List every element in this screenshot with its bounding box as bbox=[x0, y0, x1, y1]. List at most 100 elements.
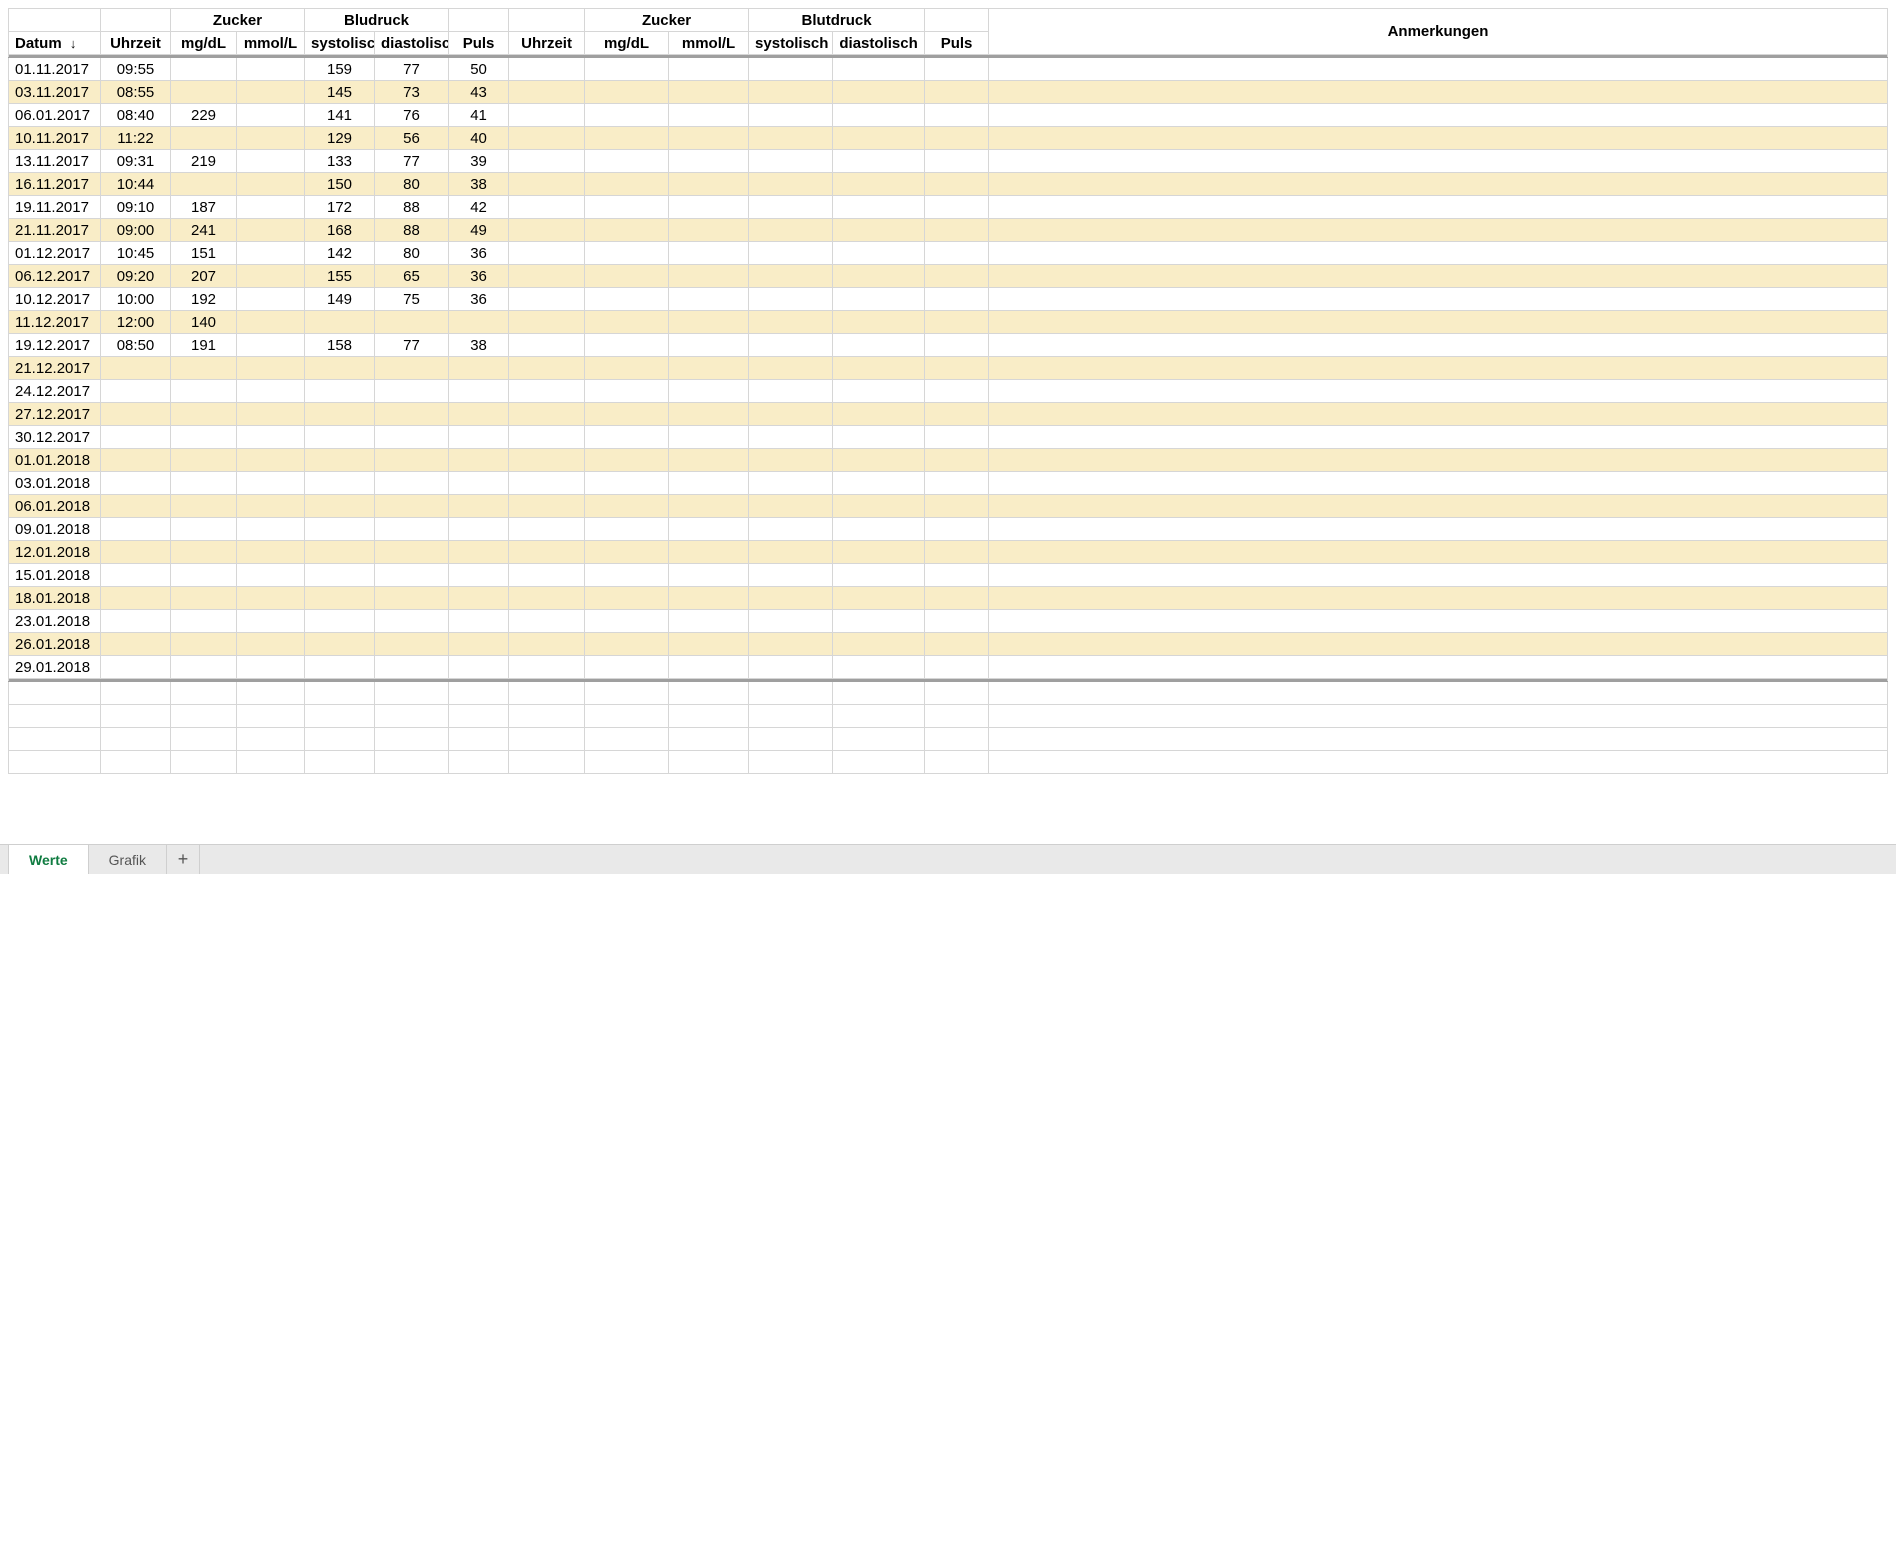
cell-datum[interactable]: 19.12.2017 bbox=[9, 334, 101, 357]
cell-uhrzeit2[interactable] bbox=[509, 633, 585, 656]
header-uhrzeit1[interactable]: Uhrzeit bbox=[101, 32, 171, 55]
cell-puls2[interactable] bbox=[925, 518, 989, 541]
cell-sys2[interactable] bbox=[749, 173, 833, 196]
cell-datum[interactable]: 15.01.2018 bbox=[9, 564, 101, 587]
cell-dia2[interactable] bbox=[833, 311, 925, 334]
cell-datum[interactable]: 10.12.2017 bbox=[9, 288, 101, 311]
cell-uhrzeit2[interactable] bbox=[509, 587, 585, 610]
cell-mmol1[interactable] bbox=[237, 58, 305, 81]
cell-dia1[interactable]: 76 bbox=[375, 104, 449, 127]
cell-uhrzeit2[interactable] bbox=[509, 610, 585, 633]
cell-puls1[interactable]: 49 bbox=[449, 219, 509, 242]
cell-mgdl1[interactable] bbox=[171, 587, 237, 610]
cell-sys1[interactable] bbox=[305, 541, 375, 564]
cell-mgdl1[interactable] bbox=[171, 633, 237, 656]
cell-sys2[interactable] bbox=[749, 541, 833, 564]
cell-puls2[interactable] bbox=[925, 219, 989, 242]
cell-mgdl1[interactable] bbox=[171, 403, 237, 426]
header-blank[interactable] bbox=[449, 9, 509, 32]
cell-notes[interactable] bbox=[989, 173, 1888, 196]
cell-mgdl1[interactable]: 187 bbox=[171, 196, 237, 219]
cell-dia1[interactable] bbox=[375, 380, 449, 403]
cell-mgdl1[interactable] bbox=[171, 81, 237, 104]
cell-notes[interactable] bbox=[989, 587, 1888, 610]
cell-dia2[interactable] bbox=[833, 58, 925, 81]
tab-add[interactable]: + bbox=[166, 844, 200, 874]
cell-dia1[interactable] bbox=[375, 541, 449, 564]
cell-datum[interactable]: 11.12.2017 bbox=[9, 311, 101, 334]
cell-dia2[interactable] bbox=[833, 610, 925, 633]
cell-blank[interactable] bbox=[305, 705, 375, 728]
cell-sys1[interactable]: 141 bbox=[305, 104, 375, 127]
cell-dia2[interactable] bbox=[833, 380, 925, 403]
cell-mmol1[interactable] bbox=[237, 403, 305, 426]
cell-mmol2[interactable] bbox=[669, 288, 749, 311]
cell-blank[interactable] bbox=[669, 728, 749, 751]
cell-mmol1[interactable] bbox=[237, 633, 305, 656]
cell-mmol2[interactable] bbox=[669, 472, 749, 495]
cell-mgdl2[interactable] bbox=[585, 81, 669, 104]
cell-dia2[interactable] bbox=[833, 127, 925, 150]
header-datum[interactable]: Datum ↓ bbox=[9, 32, 101, 55]
cell-puls1[interactable] bbox=[449, 587, 509, 610]
cell-datum[interactable]: 23.01.2018 bbox=[9, 610, 101, 633]
cell-dia1[interactable]: 73 bbox=[375, 81, 449, 104]
cell-mgdl2[interactable] bbox=[585, 610, 669, 633]
cell-blank[interactable] bbox=[449, 705, 509, 728]
cell-blank[interactable] bbox=[375, 682, 449, 705]
cell-blank[interactable] bbox=[585, 728, 669, 751]
cell-mmol2[interactable] bbox=[669, 633, 749, 656]
cell-dia2[interactable] bbox=[833, 173, 925, 196]
cell-mgdl2[interactable] bbox=[585, 472, 669, 495]
cell-blank[interactable] bbox=[449, 751, 509, 774]
cell-blank[interactable] bbox=[449, 728, 509, 751]
cell-puls2[interactable] bbox=[925, 495, 989, 518]
cell-dia2[interactable] bbox=[833, 288, 925, 311]
cell-puls2[interactable] bbox=[925, 81, 989, 104]
cell-mmol1[interactable] bbox=[237, 656, 305, 679]
cell-uhrzeit2[interactable] bbox=[509, 541, 585, 564]
cell-blank[interactable] bbox=[925, 705, 989, 728]
sort-desc-icon[interactable]: ↓ bbox=[70, 37, 77, 50]
cell-sys2[interactable] bbox=[749, 357, 833, 380]
cell-datum[interactable]: 06.12.2017 bbox=[9, 265, 101, 288]
cell-blank[interactable] bbox=[749, 751, 833, 774]
cell-uhrzeit1[interactable] bbox=[101, 380, 171, 403]
cell-mmol2[interactable] bbox=[669, 334, 749, 357]
cell-mmol2[interactable] bbox=[669, 242, 749, 265]
cell-dia2[interactable] bbox=[833, 656, 925, 679]
cell-notes[interactable] bbox=[989, 58, 1888, 81]
cell-blank[interactable] bbox=[171, 705, 237, 728]
cell-puls2[interactable] bbox=[925, 104, 989, 127]
cell-mgdl1[interactable] bbox=[171, 564, 237, 587]
cell-mmol2[interactable] bbox=[669, 541, 749, 564]
cell-sys1[interactable]: 158 bbox=[305, 334, 375, 357]
cell-notes[interactable] bbox=[989, 633, 1888, 656]
cell-blank[interactable] bbox=[509, 705, 585, 728]
cell-uhrzeit1[interactable] bbox=[101, 449, 171, 472]
cell-dia1[interactable] bbox=[375, 610, 449, 633]
cell-dia2[interactable] bbox=[833, 219, 925, 242]
cell-mgdl1[interactable] bbox=[171, 357, 237, 380]
cell-sys2[interactable] bbox=[749, 610, 833, 633]
cell-dia1[interactable] bbox=[375, 357, 449, 380]
cell-blank[interactable] bbox=[449, 682, 509, 705]
cell-notes[interactable] bbox=[989, 472, 1888, 495]
cell-mgdl1[interactable]: 191 bbox=[171, 334, 237, 357]
cell-uhrzeit1[interactable]: 08:40 bbox=[101, 104, 171, 127]
cell-puls1[interactable]: 42 bbox=[449, 196, 509, 219]
cell-mmol1[interactable] bbox=[237, 127, 305, 150]
cell-mmol1[interactable] bbox=[237, 173, 305, 196]
cell-uhrzeit2[interactable] bbox=[509, 288, 585, 311]
header-group-bludruck[interactable]: Bludruck bbox=[305, 9, 449, 32]
cell-dia2[interactable] bbox=[833, 265, 925, 288]
cell-blank[interactable] bbox=[925, 751, 989, 774]
cell-uhrzeit2[interactable] bbox=[509, 242, 585, 265]
cell-uhrzeit2[interactable] bbox=[509, 311, 585, 334]
cell-datum[interactable]: 06.01.2018 bbox=[9, 495, 101, 518]
cell-mgdl1[interactable] bbox=[171, 380, 237, 403]
cell-blank[interactable] bbox=[509, 751, 585, 774]
cell-sys1[interactable] bbox=[305, 357, 375, 380]
cell-blank[interactable] bbox=[375, 705, 449, 728]
cell-uhrzeit1[interactable]: 10:44 bbox=[101, 173, 171, 196]
